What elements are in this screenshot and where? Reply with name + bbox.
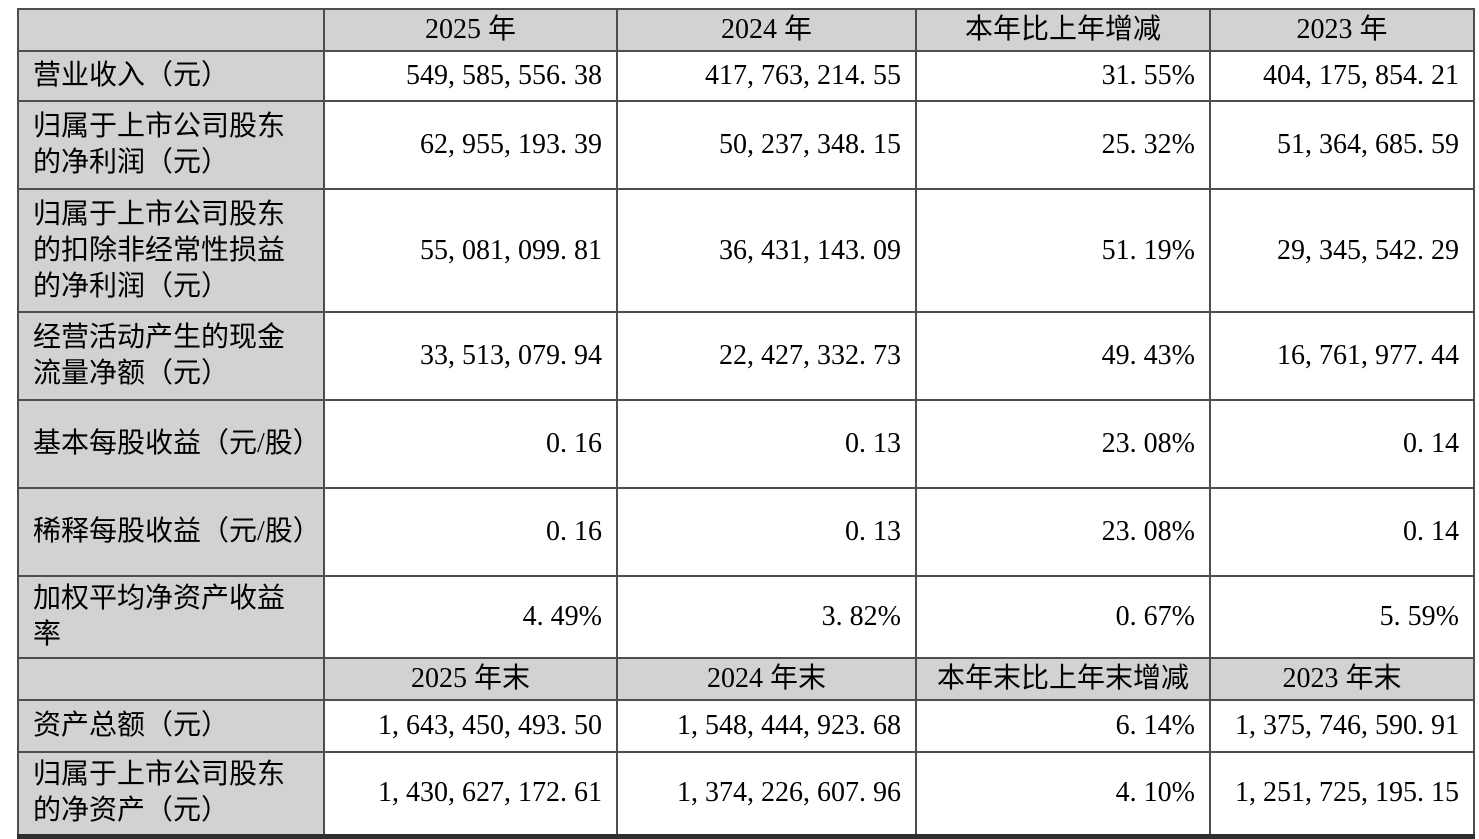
table-row-total-assets: 资产总额（元） 1, 643, 450, 493. 50 1, 548, 444… — [17, 699, 1475, 753]
value-2025: 549, 585, 556. 38 — [323, 50, 618, 102]
table-row-operating-cash-flow: 经营活动产生的现金流量净额（元） 33, 513, 079. 94 22, 42… — [17, 311, 1475, 401]
value-2023: 5. 59% — [1209, 575, 1475, 659]
corner-cell-period — [17, 8, 325, 52]
row-label: 归属于上市公司股东的净资产（元） — [17, 751, 325, 837]
value-2024: 22, 427, 332. 73 — [616, 311, 917, 401]
header-2024: 2024 年 — [616, 8, 917, 52]
row-label: 稀释每股收益（元/股） — [17, 487, 325, 577]
table-row-diluted-eps: 稀释每股收益（元/股） 0. 16 0. 13 23. 08% 0. 14 — [17, 487, 1475, 577]
header-2023-yearend: 2023 年末 — [1209, 657, 1475, 701]
header-yoy-change: 本年比上年增减 — [915, 8, 1211, 52]
value-2023: 51, 364, 685. 59 — [1209, 100, 1475, 190]
corner-cell-yearend — [17, 657, 325, 701]
value-change: 6. 14% — [915, 699, 1211, 753]
value-2024: 1, 548, 444, 923. 68 — [616, 699, 917, 753]
header-2023: 2023 年 — [1209, 8, 1475, 52]
value-2024: 36, 431, 143. 09 — [616, 188, 917, 313]
value-2024: 0. 13 — [616, 487, 917, 577]
value-change: 23. 08% — [915, 487, 1211, 577]
row-label: 营业收入（元） — [17, 50, 325, 102]
value-change: 0. 67% — [915, 575, 1211, 659]
value-2024: 3. 82% — [616, 575, 917, 659]
header-2025: 2025 年 — [323, 8, 618, 52]
header-yearend-change: 本年末比上年末增减 — [915, 657, 1211, 701]
value-2023: 0. 14 — [1209, 487, 1475, 577]
table-row-net-assets: 归属于上市公司股东的净资产（元） 1, 430, 627, 172. 61 1,… — [17, 751, 1475, 837]
row-label: 归属于上市公司股东的净利润（元） — [17, 100, 325, 190]
value-2024: 50, 237, 348. 15 — [616, 100, 917, 190]
table-row-basic-eps: 基本每股收益（元/股） 0. 16 0. 13 23. 08% 0. 14 — [17, 399, 1475, 489]
header-2024-yearend: 2024 年末 — [616, 657, 917, 701]
row-label: 经营活动产生的现金流量净额（元） — [17, 311, 325, 401]
value-2024: 1, 374, 226, 607. 96 — [616, 751, 917, 837]
value-2023: 404, 175, 854. 21 — [1209, 50, 1475, 102]
value-2024: 417, 763, 214. 55 — [616, 50, 917, 102]
row-label: 归属于上市公司股东的扣除非经常性损益的净利润（元） — [17, 188, 325, 313]
header-row-yearend: 2025 年末 2024 年末 本年末比上年末增减 2023 年末 — [17, 657, 1475, 701]
table-row-net-profit-excl-nonrecurring: 归属于上市公司股东的扣除非经常性损益的净利润（元） 55, 081, 099. … — [17, 188, 1475, 313]
table-row-weighted-avg-roe: 加权平均净资产收益率 4. 49% 3. 82% 0. 67% 5. 59% — [17, 575, 1475, 659]
value-change: 31. 55% — [915, 50, 1211, 102]
value-2025: 0. 16 — [323, 487, 618, 577]
row-label: 资产总额（元） — [17, 699, 325, 753]
financial-summary-table: 2025 年 2024 年 本年比上年增减 2023 年 营业收入（元） 549… — [17, 8, 1475, 839]
value-2025: 55, 081, 099. 81 — [323, 188, 618, 313]
value-2023: 29, 345, 542. 29 — [1209, 188, 1475, 313]
value-2025: 1, 643, 450, 493. 50 — [323, 699, 618, 753]
value-2025: 0. 16 — [323, 399, 618, 489]
value-2023: 1, 251, 725, 195. 15 — [1209, 751, 1475, 837]
value-2024: 0. 13 — [616, 399, 917, 489]
header-2025-yearend: 2025 年末 — [323, 657, 618, 701]
value-2023: 1, 375, 746, 590. 91 — [1209, 699, 1475, 753]
value-2023: 16, 761, 977. 44 — [1209, 311, 1475, 401]
value-change: 4. 10% — [915, 751, 1211, 837]
value-change: 49. 43% — [915, 311, 1211, 401]
table-row-revenue: 营业收入（元） 549, 585, 556. 38 417, 763, 214.… — [17, 50, 1475, 102]
value-change: 23. 08% — [915, 399, 1211, 489]
row-label: 基本每股收益（元/股） — [17, 399, 325, 489]
value-change: 51. 19% — [915, 188, 1211, 313]
value-2023: 0. 14 — [1209, 399, 1475, 489]
value-2025: 4. 49% — [323, 575, 618, 659]
header-row-period: 2025 年 2024 年 本年比上年增减 2023 年 — [17, 8, 1475, 52]
value-2025: 1, 430, 627, 172. 61 — [323, 751, 618, 837]
row-label: 加权平均净资产收益率 — [17, 575, 325, 659]
value-change: 25. 32% — [915, 100, 1211, 190]
table-row-net-profit: 归属于上市公司股东的净利润（元） 62, 955, 193. 39 50, 23… — [17, 100, 1475, 190]
value-2025: 33, 513, 079. 94 — [323, 311, 618, 401]
value-2025: 62, 955, 193. 39 — [323, 100, 618, 190]
